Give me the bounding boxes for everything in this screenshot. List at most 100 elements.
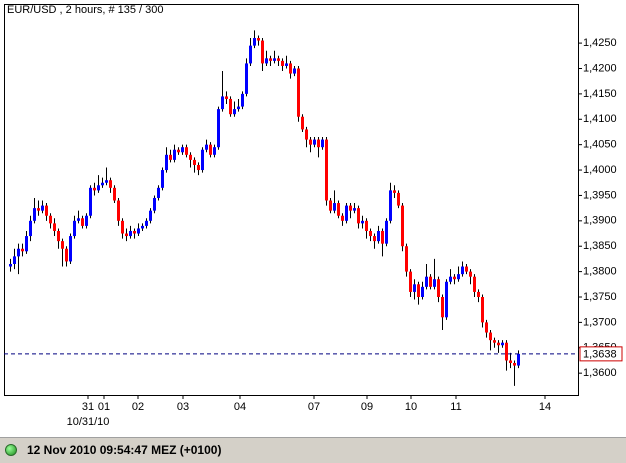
candle-body bbox=[177, 149, 180, 153]
candle-body bbox=[477, 291, 480, 297]
candle-body bbox=[45, 205, 48, 216]
candle-body bbox=[241, 93, 244, 107]
candle-body bbox=[81, 218, 84, 226]
candle-body bbox=[201, 149, 204, 171]
candle-body bbox=[69, 236, 72, 262]
candle-body bbox=[97, 185, 100, 191]
candle-body bbox=[265, 58, 268, 64]
candle-body bbox=[437, 279, 440, 297]
candle-body bbox=[205, 144, 208, 150]
candle-body bbox=[353, 208, 356, 211]
candle-body bbox=[297, 68, 300, 117]
candle-body bbox=[65, 248, 68, 262]
candle-body bbox=[293, 68, 296, 74]
candle-body bbox=[21, 248, 24, 252]
candle-body bbox=[13, 256, 16, 264]
candle-body bbox=[53, 223, 56, 231]
candle-body bbox=[257, 38, 260, 41]
candle-body bbox=[357, 208, 360, 224]
last-price-box bbox=[579, 346, 623, 362]
candle-body bbox=[149, 210, 152, 221]
candle-body bbox=[409, 271, 412, 292]
candle-body bbox=[25, 236, 28, 252]
candle-body bbox=[17, 248, 20, 257]
candle-body bbox=[401, 205, 404, 247]
x-tick-label: 10 bbox=[405, 401, 417, 413]
candle-body bbox=[417, 284, 420, 297]
candle-body bbox=[505, 342, 508, 361]
candle-body bbox=[361, 220, 364, 224]
candle-body bbox=[445, 281, 448, 318]
candle-body bbox=[289, 63, 292, 74]
x-tick-label: 03 bbox=[177, 401, 189, 413]
x-sublabel: 10/31/10 bbox=[67, 416, 110, 428]
candle-body bbox=[213, 147, 216, 155]
candle-body bbox=[497, 342, 500, 346]
candle-body bbox=[37, 208, 40, 211]
candle-body bbox=[345, 205, 348, 221]
candle-body bbox=[337, 203, 340, 216]
candle-body bbox=[377, 230, 380, 242]
candle-body bbox=[469, 271, 472, 277]
candle-body bbox=[373, 236, 376, 242]
candle-body bbox=[301, 116, 304, 130]
candle-body bbox=[261, 40, 264, 64]
candle-body bbox=[165, 154, 168, 171]
candle-body bbox=[485, 322, 488, 333]
candle-body bbox=[321, 139, 324, 148]
candle-body bbox=[137, 228, 140, 234]
candle-body bbox=[189, 154, 192, 160]
candle-body bbox=[77, 218, 80, 221]
status-text: 12 Nov 2010 09:54:47 MEZ (+0100) bbox=[27, 443, 222, 457]
chart: EUR/USD , 2 hours, # 135 / 300 1,3600 1,3… bbox=[0, 0, 626, 437]
y-tick-label: 1,3700 bbox=[583, 316, 617, 328]
candle-body bbox=[305, 129, 308, 140]
candle-body bbox=[461, 266, 464, 275]
candle-body bbox=[157, 187, 160, 198]
candle-body bbox=[405, 246, 408, 272]
candle-body bbox=[197, 164, 200, 171]
y-tick-label: 1,3600 bbox=[583, 367, 617, 379]
candle-body bbox=[369, 230, 372, 237]
candle-body bbox=[153, 197, 156, 211]
x-tick-label: 01 bbox=[98, 401, 110, 413]
candle-body bbox=[49, 215, 52, 224]
candle-body bbox=[493, 340, 496, 343]
candle-body bbox=[73, 220, 76, 237]
candle-body bbox=[249, 45, 252, 64]
y-tick-label: 1,3850 bbox=[583, 240, 617, 252]
x-tick-label: 31 bbox=[82, 401, 94, 413]
candle-body bbox=[317, 139, 320, 148]
candle-body bbox=[313, 139, 316, 145]
candle-body bbox=[433, 279, 436, 287]
candle-body bbox=[381, 230, 384, 244]
candle-body bbox=[89, 187, 92, 216]
x-tick-label: 04 bbox=[234, 401, 246, 413]
candle-body bbox=[269, 58, 272, 61]
y-tick-label: 1,3900 bbox=[583, 215, 617, 227]
candle-body bbox=[285, 63, 288, 66]
candle-body bbox=[501, 342, 504, 346]
candle-body bbox=[421, 286, 424, 297]
y-tick-label: 1,3800 bbox=[583, 266, 617, 278]
y-tick-label: 1,3750 bbox=[583, 291, 617, 303]
candle-body bbox=[385, 220, 388, 244]
y-tick-label: 1,4200 bbox=[583, 62, 617, 74]
candle-body bbox=[101, 182, 104, 186]
candle-body bbox=[209, 144, 212, 155]
candle-body bbox=[221, 96, 224, 110]
y-tick-label: 1,4100 bbox=[583, 113, 617, 125]
candle-body bbox=[129, 230, 132, 237]
candle-body bbox=[413, 284, 416, 292]
candle-body bbox=[513, 363, 516, 366]
y-tick-label: 1,3950 bbox=[583, 189, 617, 201]
candle-body bbox=[125, 233, 128, 237]
chart-title: EUR/USD , 2 hours, # 135 / 300 bbox=[7, 4, 164, 16]
candle-body bbox=[489, 332, 492, 341]
candle-body bbox=[121, 220, 124, 234]
candle-body bbox=[397, 192, 400, 206]
last-price-label: 1,3638 bbox=[583, 348, 617, 360]
candle-body bbox=[193, 159, 196, 165]
candle-body bbox=[145, 220, 148, 226]
candle-body bbox=[333, 203, 336, 211]
